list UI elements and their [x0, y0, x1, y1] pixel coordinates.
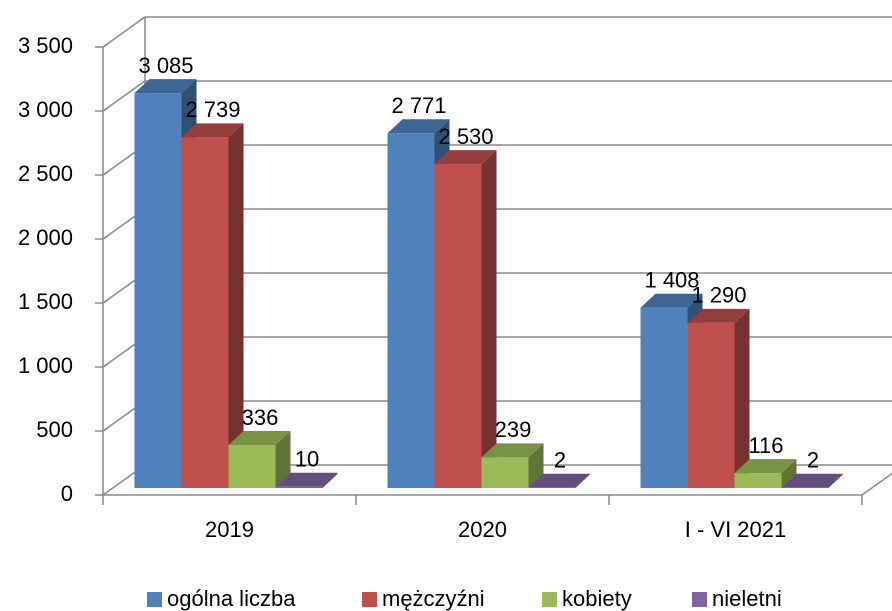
- floor-edge: [861, 472, 892, 496]
- bar-top: [528, 473, 591, 488]
- bar-top: [481, 443, 544, 458]
- data-label: 336: [242, 405, 279, 430]
- bar: [181, 123, 244, 489]
- bar-front: [434, 164, 482, 488]
- data-label: 239: [495, 417, 532, 442]
- data-label: 2: [554, 448, 566, 473]
- bar: [275, 472, 338, 488]
- bar-front: [734, 473, 782, 488]
- data-label: 116: [748, 433, 783, 458]
- bar: [228, 430, 291, 488]
- bar: [481, 443, 544, 488]
- y-tick-label: 2 000: [18, 225, 73, 250]
- data-label: 2 530: [438, 124, 493, 149]
- legend-label: kobiety: [562, 586, 632, 611]
- data-label: 2 771: [391, 93, 446, 118]
- legend-label: mężczyźni: [382, 586, 485, 611]
- data-label: 2: [807, 448, 819, 473]
- bar: [687, 308, 750, 488]
- bar-top: [228, 430, 291, 445]
- bar: [528, 473, 591, 488]
- y-tick-label: 1 000: [18, 353, 73, 378]
- y-tick-label: 500: [36, 417, 73, 442]
- legend-swatch: [147, 592, 162, 607]
- bar-top: [134, 79, 197, 94]
- y-tick-label: 0: [61, 481, 73, 506]
- legend-swatch: [542, 592, 557, 607]
- data-label: 1 290: [691, 283, 746, 308]
- bar-top: [781, 473, 844, 488]
- data-label: 1 408: [644, 268, 699, 293]
- data-label: 3 085: [138, 53, 193, 78]
- bar-side: [781, 459, 797, 488]
- y-tick-label: 2 500: [18, 161, 73, 186]
- bar-top: [640, 293, 703, 308]
- bar-top: [734, 459, 797, 474]
- bar-front: [134, 93, 182, 489]
- bar-front: [181, 137, 229, 488]
- bar-side: [734, 308, 750, 488]
- bar-side: [275, 430, 291, 488]
- bar-side: [528, 443, 544, 488]
- bar-top: [687, 308, 750, 323]
- bar-top: [181, 123, 244, 138]
- bar-side: [228, 123, 244, 489]
- bar-side: [322, 472, 338, 488]
- x-tick-label: 2019: [205, 517, 254, 542]
- data-label: 10: [295, 447, 319, 472]
- grid-line: [102, 80, 892, 112]
- bar-side: [481, 150, 497, 488]
- bar: [781, 473, 844, 488]
- legend-swatch: [362, 592, 377, 607]
- bar-side: [575, 473, 591, 488]
- bar-front: [640, 307, 688, 488]
- bar-front: [387, 133, 435, 488]
- bar-front: [687, 322, 735, 488]
- data-label: 2 739: [185, 97, 240, 122]
- bar-front: [481, 457, 529, 488]
- x-tick-label: 2020: [458, 517, 507, 542]
- bar-top: [387, 119, 450, 134]
- legend-swatch: [692, 592, 707, 607]
- x-tick-label: I - VI 2021: [685, 517, 787, 542]
- y-tick-label: 3 000: [18, 97, 73, 122]
- bar-side: [828, 473, 844, 488]
- bar-top: [434, 150, 497, 165]
- legend-label: nieletni: [712, 586, 782, 611]
- bar-front: [228, 444, 276, 488]
- bar: [434, 150, 497, 488]
- y-tick-label: 3 500: [18, 33, 73, 58]
- bar-top: [275, 472, 338, 487]
- legend-label: ogólna liczba: [167, 586, 296, 611]
- grid-line: [102, 16, 892, 48]
- bar: [734, 459, 797, 488]
- y-tick-label: 1 500: [18, 289, 73, 314]
- bar-front: [275, 486, 323, 488]
